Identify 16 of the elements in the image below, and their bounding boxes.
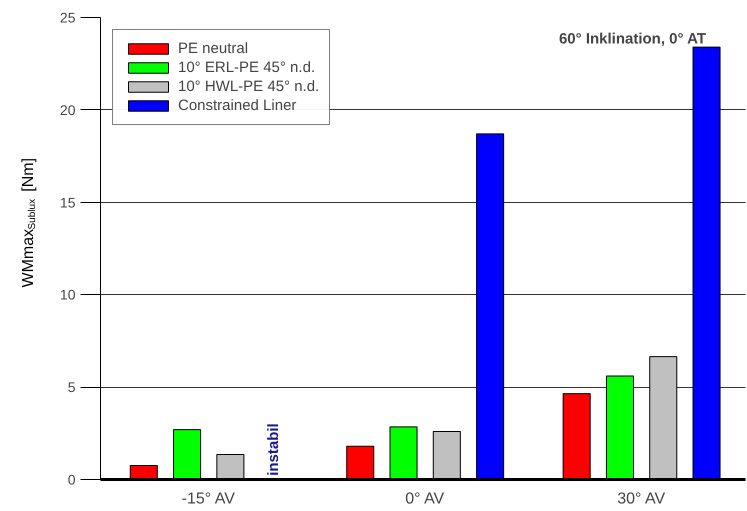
y-tick-label: 20	[60, 102, 76, 118]
y-tick-label: 15	[60, 194, 76, 210]
text: 60° Inklination, 0° AT	[558, 30, 706, 48]
y-axis-title: WMmaxSublux [Nm]	[20, 158, 38, 288]
y-tick-label: 5	[68, 379, 76, 396]
legend-label: 10° ERL-PE 45° n.d.	[178, 59, 316, 76]
x-tick-label: 0° AV	[405, 490, 445, 508]
legend-label: 10° HWL-PE 45° n.d.	[178, 78, 320, 95]
y-tick-label: 10	[60, 286, 76, 303]
legend-label: PE neutral	[178, 40, 248, 57]
x-tick-label: 30° AV	[617, 490, 666, 508]
legend-label: Constrained Liner	[178, 97, 296, 114]
y-tick-label: 0	[68, 472, 76, 488]
y-tick-label: 25	[60, 10, 76, 26]
annotation: instabil	[265, 423, 282, 476]
x-tick-label: -15° AV	[182, 490, 236, 508]
